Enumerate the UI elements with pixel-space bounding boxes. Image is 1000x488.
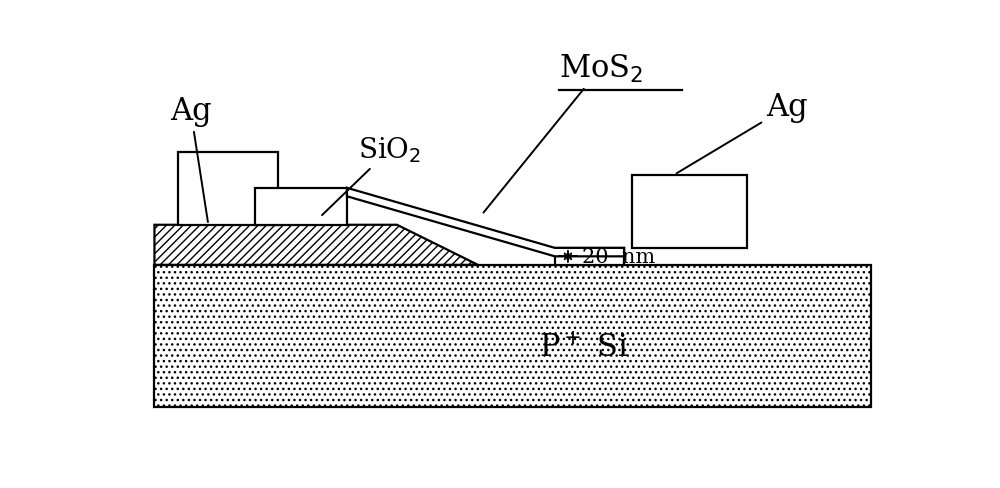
Text: Ag: Ag (170, 96, 211, 223)
Bar (555, 248, 624, 265)
Text: P$^+$ Si: P$^+$ Si (539, 332, 629, 363)
Polygon shape (154, 225, 478, 265)
Text: SiO$_2$: SiO$_2$ (322, 135, 422, 216)
Text: Ag: Ag (677, 92, 808, 174)
Bar (154, 265, 871, 407)
Polygon shape (347, 188, 624, 257)
Bar (255, 188, 347, 225)
Bar (632, 175, 747, 248)
Text: MoS$_2$: MoS$_2$ (483, 53, 643, 213)
Text: 20  nm: 20 nm (582, 247, 655, 266)
Bar (178, 152, 278, 225)
